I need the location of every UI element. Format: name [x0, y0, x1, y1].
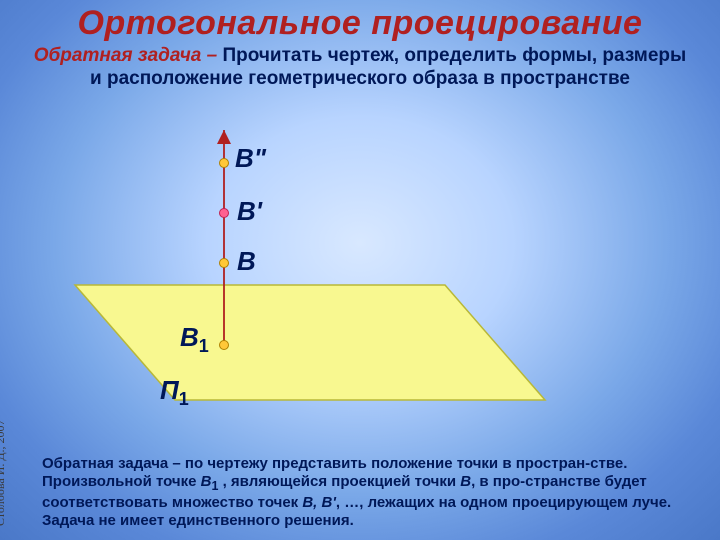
- projection-plane: [75, 285, 545, 400]
- subtitle-lead: Обратная задача –: [34, 45, 223, 66]
- side-credit: Столбова И. Д., 2007: [0, 419, 8, 526]
- point-label: B1: [180, 322, 209, 357]
- point-Bpp: [219, 158, 229, 168]
- page-title: Ортогональное проецирование: [0, 0, 720, 43]
- point-label: B': [237, 196, 262, 227]
- point-label: B: [237, 246, 256, 277]
- point-label: П1: [160, 375, 189, 410]
- point-B: [219, 258, 229, 268]
- point-label: B": [235, 143, 266, 174]
- ray-arrowhead: [217, 130, 231, 144]
- point-Bp: [219, 208, 229, 218]
- point-B1: [219, 340, 229, 350]
- footer-text: Обратная задача – по чертежу представить…: [42, 455, 700, 530]
- subtitle: Обратная задача – Прочитать чертеж, опре…: [0, 43, 720, 91]
